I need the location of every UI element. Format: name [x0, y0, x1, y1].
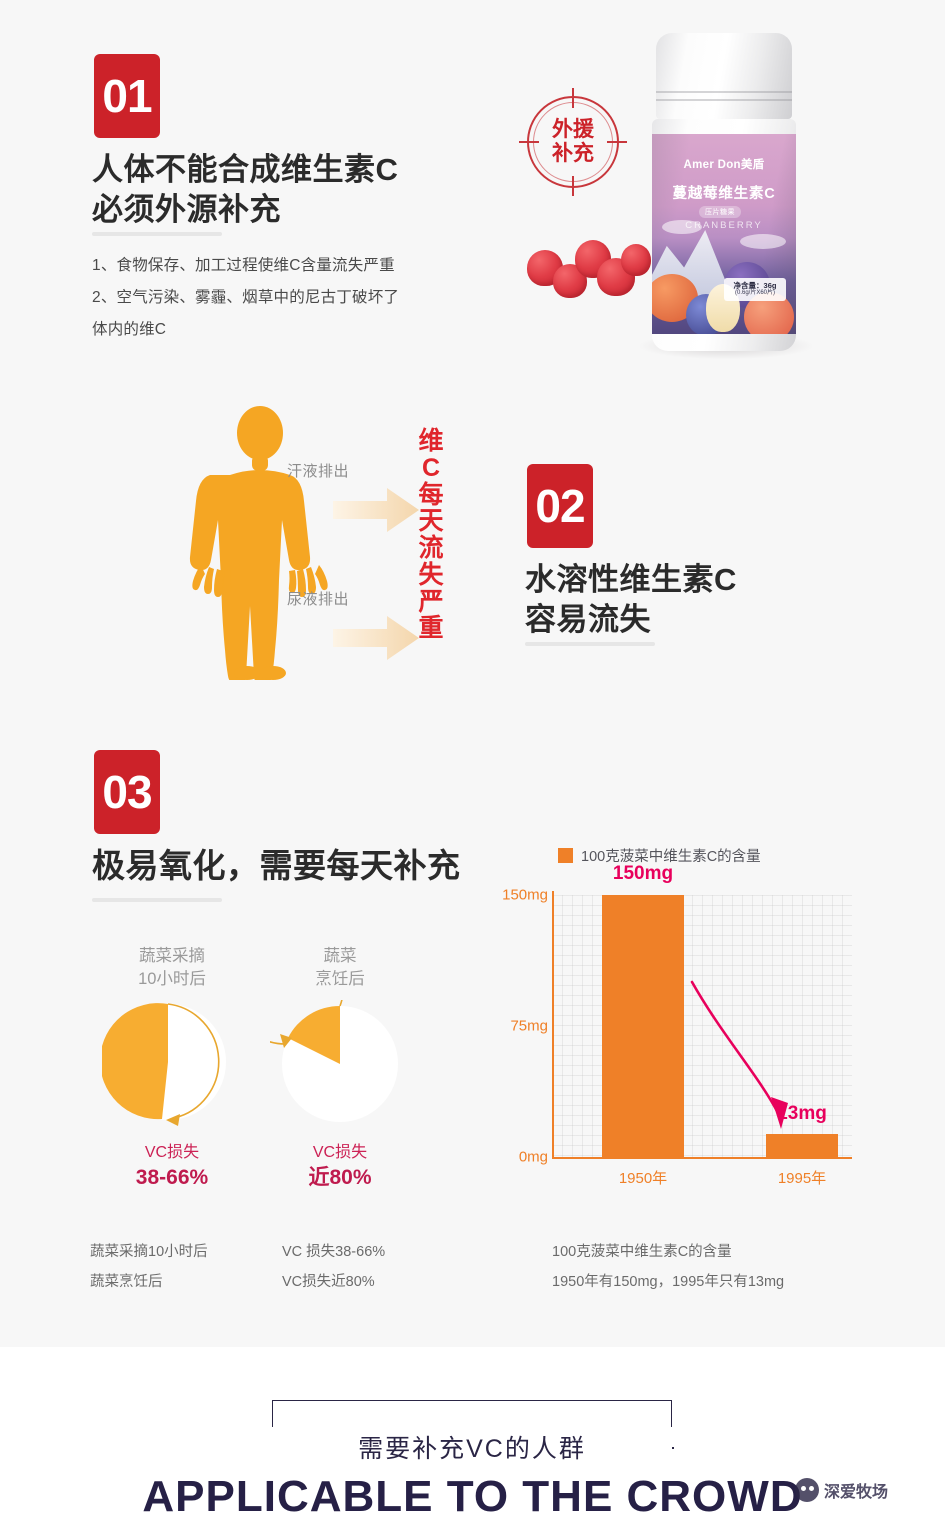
legend-swatch-icon: [558, 848, 573, 863]
raspberry-cluster: [525, 228, 655, 300]
bottle-form-tag: 压片糖果: [699, 206, 741, 218]
sweat-excretion-label: 汗液排出: [287, 463, 350, 480]
pie-loss-value-1: 38-66%: [135, 1165, 209, 1189]
section-divider-01: [92, 232, 222, 236]
chart-legend: 100克菠菜中维生素C的含量: [558, 845, 761, 866]
vc-daily-loss-vertical-text: 维C每天流失严重: [418, 427, 444, 643]
bottle-net-detail: (0.6g/片X60片): [734, 290, 776, 297]
bottle-net-weight: 净含量：36g: [733, 281, 777, 290]
human-body-figure: [185, 405, 335, 680]
caption-column-1: 蔬菜采摘10小时后 蔬菜烹饪后: [90, 1244, 208, 1290]
seal-text-line1: 外援: [552, 118, 594, 142]
chart-y-axis: [552, 891, 554, 1159]
section-title-02: 水溶性维生素C 容易流失: [525, 562, 737, 637]
spinach-vitaminc-bar-chart: 100克菠菜中维生素C的含量 0mg 75mg 150mg 150mg 13mg…: [486, 845, 866, 1215]
pie-loss-label-1: VC损失: [144, 1144, 200, 1161]
pie-loss-label-2: VC损失: [312, 1144, 368, 1161]
bottle-net-weight-box: 净含量：36g (0.6g/片X60片): [724, 278, 786, 301]
chart-xlabel-1995: 1995年: [777, 1170, 827, 1187]
raspberry-icon: [621, 244, 651, 276]
legend-label: 100克菠菜中维生素C的含量: [581, 849, 761, 865]
chart-bar-value-1995: 13mg: [777, 1103, 827, 1124]
bottle-brand-name: Amer Don美盾: [683, 159, 765, 171]
pie-chart-1: [100, 1000, 242, 1137]
sweat-flow-arrow: [333, 488, 419, 537]
footer-english-title: APPLICABLE TO THE CROWD: [142, 1472, 803, 1521]
pie-caption-1: 蔬菜采摘 10小时后: [138, 947, 206, 989]
chart-bar-value-1950: 150mg: [612, 863, 674, 884]
pie-chart-2: [226, 927, 410, 1137]
seal-tick-left: [519, 141, 539, 143]
chart-ytick-150: 150mg: [502, 886, 548, 904]
pie-loss-2: VC损失 近80%: [255, 1142, 425, 1192]
section-title-03: 极易氧化，需要每天补充: [92, 847, 461, 884]
seal-tick-top: [572, 88, 574, 108]
seal-text-line2: 补充: [552, 142, 594, 165]
pie-loss-1: VC损失 38-66%: [87, 1142, 257, 1192]
external-supplement-seal: 外援 补充: [519, 88, 627, 196]
bottle-cap-line: [656, 99, 792, 101]
chart-bar-1995: [766, 1134, 838, 1157]
section-body-01: 1、食物保存、加工过程使维C含量流失严重 2、空气污染、雾霾、烟草中的尼古丁破坏…: [92, 257, 400, 338]
urine-excretion-label: 尿液排出: [287, 591, 350, 608]
section-number-badge-03: 03: [94, 750, 160, 834]
pie-loss-value-2: 近80%: [308, 1165, 372, 1189]
bottle-english-name: CRANBERRY: [685, 220, 763, 231]
watermark-text: 深爱牧场: [824, 1484, 889, 1501]
bottle-cap: [656, 33, 792, 119]
bottle-cap-line: [656, 91, 792, 93]
section-number-badge-02: 02: [527, 464, 593, 548]
chart-x-axis: [552, 1157, 852, 1159]
section-number-badge-01: 01: [94, 54, 160, 138]
section-title-01: 人体不能合成维生素C 必须外源补充: [92, 152, 399, 227]
label-cloud-art: [740, 234, 786, 249]
watermark: 深爱牧场: [795, 1478, 888, 1502]
caption-column-2: VC 损失38-66% VC损失近80%: [282, 1244, 386, 1290]
chart-ytick-75: 75mg: [510, 1017, 548, 1035]
wechat-logo-icon: [795, 1478, 819, 1502]
section-divider-02: [525, 642, 655, 646]
seal-tick-right: [607, 141, 627, 143]
seal-text: 外援 补充: [543, 112, 603, 172]
chart-xlabel-1950: 1950年: [618, 1170, 668, 1187]
caption-column-3: 100克菠菜中维生素C的含量 1950年有150mg，1995年只有13mg: [552, 1244, 785, 1290]
bottle-label: Amer Don美盾 蔓越莓维生素C 压片糖果 CRANBERRY 净含量：36…: [652, 134, 796, 334]
pie-caption-2: 蔬菜 烹饪后: [315, 947, 365, 989]
bottle-product-name: 蔓越莓维生素C: [672, 186, 776, 202]
footer-chinese-title: 需要补充VC的人群: [272, 1427, 672, 1467]
chart-bar-1950: [602, 895, 684, 1157]
product-bottle: Amer Don美盾 蔓越莓维生素C 压片糖果 CRANBERRY 净含量：36…: [640, 33, 812, 359]
label-cloud-art: [662, 220, 702, 234]
urine-flow-arrow: [333, 616, 419, 665]
chart-ytick-0: 0mg: [518, 1148, 548, 1166]
section-divider-03: [92, 898, 222, 902]
seal-tick-bottom: [572, 176, 574, 196]
